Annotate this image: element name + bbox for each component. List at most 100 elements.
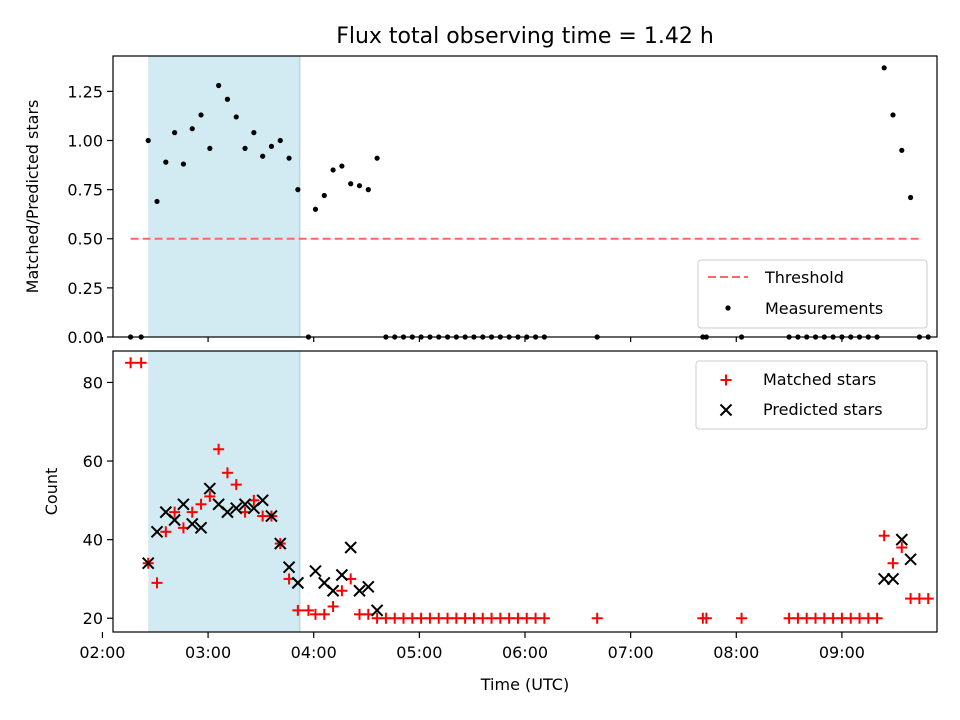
legend-measurements-swatch <box>725 305 731 311</box>
x-axis-label: Time (UTC) <box>480 675 569 694</box>
predicted-stars-points <box>142 482 917 617</box>
matched-star-point <box>318 608 330 620</box>
legend-measurements-label: Measurements <box>765 299 883 318</box>
x-b <box>177 498 190 511</box>
predicted-star-point <box>877 572 891 586</box>
x-b <box>159 505 173 519</box>
x-b <box>142 557 155 570</box>
x-b <box>274 537 287 550</box>
legend-x-marker <box>719 403 733 417</box>
predicted-star-point <box>291 576 305 590</box>
x-b <box>282 560 296 574</box>
bottom-shaded-interval <box>148 351 301 632</box>
x-tick-label: 05:00 <box>396 643 442 662</box>
bottom-legend-box <box>695 360 928 430</box>
measurement-point <box>286 155 292 161</box>
matched-star-point <box>302 604 314 616</box>
measurement-point <box>154 198 160 205</box>
x-b <box>194 521 208 535</box>
matched-star-point <box>213 443 225 455</box>
y-tick-label: 20 <box>83 609 103 628</box>
matched-star-point <box>591 612 603 624</box>
predicted-star-point <box>326 584 340 597</box>
measurement-point <box>348 181 354 187</box>
matched-star-point <box>887 557 899 569</box>
y-tick-label: 40 <box>83 531 103 550</box>
matched-star-point <box>871 612 883 624</box>
matched-star-point <box>538 612 550 624</box>
y-tick-label: 0.00 <box>67 328 103 347</box>
predicted-star-point <box>177 498 190 511</box>
x-tick-label: 04:00 <box>291 643 337 662</box>
predicted-star-point <box>309 564 322 578</box>
matched-star-point <box>151 577 163 589</box>
measurement-point <box>251 130 257 136</box>
shaded-band <box>148 56 300 337</box>
measurement-point <box>330 167 336 173</box>
legend-matched-swatch <box>720 374 732 386</box>
top-x-ticks <box>101 337 843 342</box>
y-tick-label: 0.50 <box>67 230 103 249</box>
predicted-star-point <box>904 553 917 566</box>
predicted-star-point <box>186 517 199 531</box>
measurement-point <box>216 82 222 89</box>
x-b <box>221 505 234 519</box>
chart-title: Flux total observing time = 1.42 h <box>336 24 714 49</box>
measurement-point <box>145 137 151 144</box>
top-panel: 0.00 0.25 0.50 0.75 1.00 1.25 Matched/Predict… <box>23 55 938 347</box>
bottom-y-axis-label: Count <box>42 468 61 516</box>
shaded-band <box>148 351 300 632</box>
measurement-point <box>890 112 896 118</box>
predicted-star-point <box>238 498 252 511</box>
y-tick-label: 1.25 <box>67 82 103 101</box>
x-b <box>291 576 305 590</box>
legend-matched-label: Matched stars <box>763 370 876 389</box>
matched-star-point <box>736 612 748 624</box>
matched-star-point <box>186 506 198 518</box>
matched-star-point <box>700 612 712 624</box>
matched-star-point <box>327 600 339 612</box>
predicted-star-point <box>362 580 375 594</box>
y-tick-label: 1.00 <box>67 131 103 150</box>
measurement-point <box>233 114 239 120</box>
measurement-point <box>180 161 187 167</box>
measurement-point <box>312 206 319 212</box>
measurement-point <box>365 187 371 193</box>
measurement-point <box>907 194 914 201</box>
matched-star-point <box>125 357 137 369</box>
y-tick-label: 0.25 <box>67 279 103 298</box>
predicted-star-point <box>230 501 243 515</box>
x-tick-label: 06:00 <box>502 643 548 662</box>
matched-star-point <box>169 506 181 518</box>
measurement-point <box>339 163 345 169</box>
x-b <box>719 403 733 417</box>
matched-star-point <box>896 542 908 554</box>
measurement-point <box>356 183 363 189</box>
top-legend: Threshold Measurements <box>697 259 928 329</box>
predicted-star-point <box>142 557 155 570</box>
matched-stars-points <box>125 357 934 624</box>
matched-star-point <box>204 490 216 502</box>
x-b <box>168 513 181 527</box>
x-tick-label: 02:00 <box>79 643 125 662</box>
x-b <box>904 553 917 566</box>
predicted-star-point <box>895 533 908 546</box>
x-b <box>326 584 340 597</box>
predicted-star-point <box>256 494 269 507</box>
matched-star-point <box>221 467 233 479</box>
top-y-axis-label: Matched/Predicted stars <box>23 100 42 294</box>
x-b <box>256 494 269 507</box>
legend-predicted-label: Predicted stars <box>763 400 883 419</box>
bottom-y-ticks: 20 40 60 80 <box>83 373 113 628</box>
x-tick-label: 03:00 <box>185 643 231 662</box>
measurement-point <box>268 143 275 149</box>
matched-star-point <box>230 479 242 491</box>
legend-threshold-label: Threshold <box>764 268 844 287</box>
predicted-star-point <box>353 584 366 597</box>
matched-star-point <box>878 530 890 542</box>
bottom-x-ticks: 02:00 03:00 04:00 05:00 06:00 07:00 08:00 09:00 <box>79 632 865 662</box>
measurement-point <box>277 137 283 144</box>
x-tick-label: 09:00 <box>819 643 865 662</box>
